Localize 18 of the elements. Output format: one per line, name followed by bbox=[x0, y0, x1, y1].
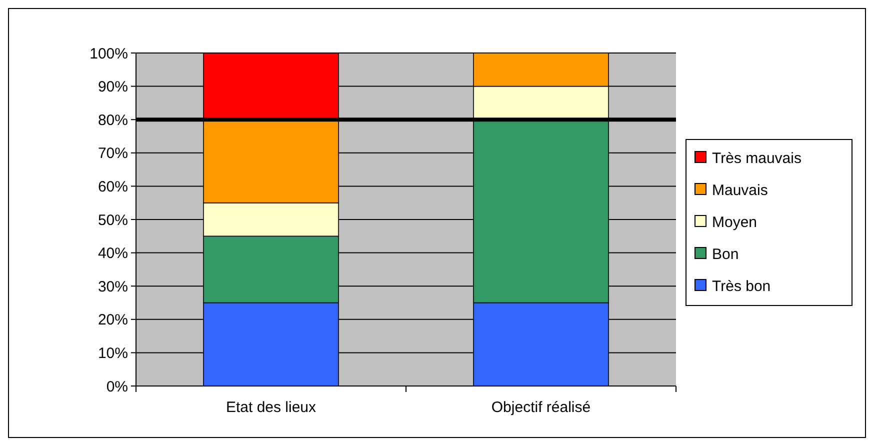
y-tick-label: 40% bbox=[98, 245, 128, 262]
legend-label: Bon bbox=[712, 246, 739, 263]
legend-label: Très bon bbox=[712, 278, 771, 295]
x-tick-label: Objectif réalisé bbox=[491, 399, 591, 416]
y-tick-label: 100% bbox=[90, 45, 128, 62]
y-tick-label: 20% bbox=[98, 312, 128, 329]
legend-label: Très mauvais bbox=[712, 150, 802, 167]
y-tick-label: 70% bbox=[98, 145, 128, 162]
y-tick-label: 80% bbox=[98, 112, 128, 129]
y-tick-label: 10% bbox=[98, 344, 128, 362]
y-tick-label: 50% bbox=[98, 212, 128, 229]
y-tick-label: 0% bbox=[106, 378, 128, 396]
legend-label: Mauvais bbox=[712, 182, 768, 199]
y-tick-label: 60% bbox=[98, 178, 128, 196]
legend-label: Moyen bbox=[712, 214, 758, 231]
y-tick-label: 90% bbox=[98, 78, 128, 96]
y-tick-label: 30% bbox=[98, 278, 128, 296]
x-tick-label: Etat des lieux bbox=[226, 399, 317, 416]
